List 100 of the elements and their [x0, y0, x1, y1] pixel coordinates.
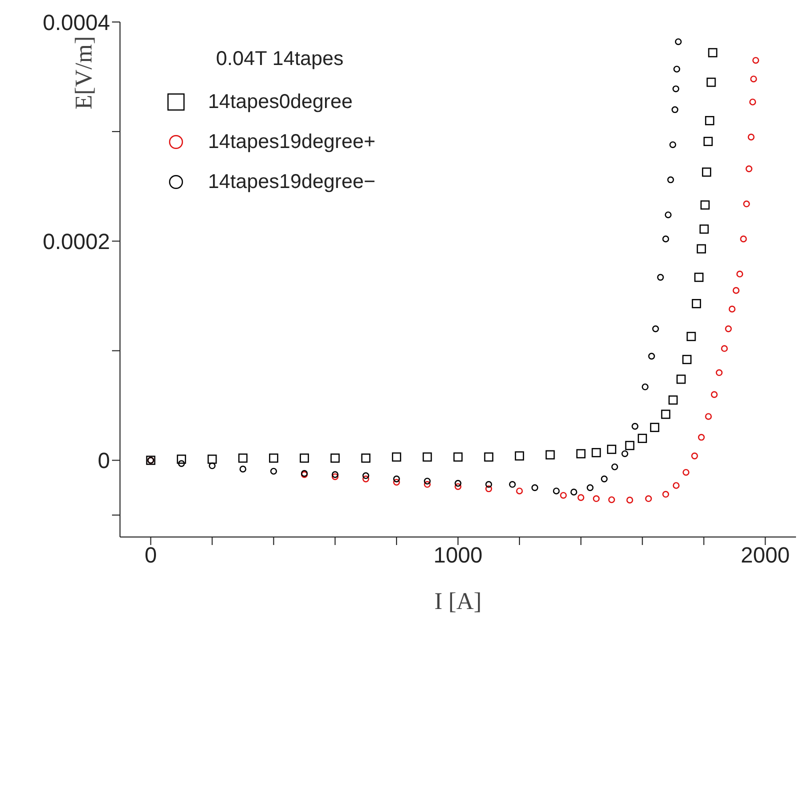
point	[694, 272, 704, 282]
point	[682, 354, 692, 364]
point	[743, 200, 750, 208]
point	[667, 176, 674, 184]
point	[300, 454, 309, 463]
point	[725, 325, 732, 332]
point	[626, 496, 634, 504]
point	[607, 444, 616, 454]
point	[552, 488, 560, 494]
point	[728, 306, 736, 312]
point	[702, 168, 712, 177]
point	[700, 224, 709, 234]
point	[672, 482, 680, 489]
point	[750, 76, 757, 82]
point	[332, 473, 338, 480]
point	[705, 413, 712, 420]
point	[330, 454, 340, 463]
point	[625, 440, 634, 450]
point	[208, 454, 217, 464]
point	[600, 476, 608, 482]
point	[578, 494, 584, 501]
point	[546, 450, 555, 460]
point	[611, 463, 618, 470]
point	[752, 56, 760, 64]
point	[560, 492, 567, 499]
point	[686, 332, 696, 342]
point	[454, 483, 462, 490]
point	[721, 345, 728, 352]
point	[672, 106, 678, 114]
point	[673, 66, 680, 73]
legend-title: 0.04T 14tapes	[216, 48, 345, 71]
point	[508, 481, 516, 488]
point	[516, 488, 523, 494]
point	[393, 478, 400, 486]
legend-label: 14tapes19degree−	[208, 170, 376, 194]
point	[362, 472, 370, 480]
point	[662, 490, 670, 498]
point	[484, 452, 494, 462]
point	[485, 481, 492, 488]
x-tick-label: 2000	[740, 542, 790, 568]
point	[240, 466, 246, 472]
point	[514, 451, 524, 461]
point	[732, 287, 740, 294]
point	[454, 480, 462, 487]
point	[642, 383, 649, 390]
point	[485, 485, 492, 492]
point	[691, 452, 698, 460]
y-tick-label: 0.0004	[42, 10, 110, 35]
point	[710, 391, 718, 398]
point	[332, 471, 338, 478]
point	[362, 476, 370, 482]
point	[592, 448, 601, 458]
point	[648, 352, 655, 360]
x-tick-label: 1000	[434, 542, 482, 568]
legend-label: 14tapes19degree+	[208, 130, 376, 154]
point	[424, 478, 431, 485]
point	[392, 452, 402, 462]
point	[662, 236, 670, 242]
legend-label: 14tapes0degree	[208, 90, 353, 114]
point	[706, 78, 716, 87]
point	[178, 460, 185, 467]
point	[700, 200, 710, 210]
point	[608, 496, 616, 504]
point	[586, 484, 594, 492]
point	[746, 165, 752, 172]
point	[208, 462, 216, 470]
point	[704, 136, 713, 146]
point	[672, 85, 680, 92]
point	[664, 211, 672, 218]
point	[361, 454, 370, 463]
point	[657, 274, 664, 281]
y-tick-label: 0	[98, 448, 110, 474]
point	[749, 98, 756, 106]
point	[453, 452, 463, 462]
point	[424, 481, 431, 488]
y-axis-title: E[V/m]	[72, 36, 98, 110]
point	[632, 422, 638, 430]
point	[576, 449, 586, 458]
point	[652, 325, 659, 332]
point	[661, 410, 670, 419]
point	[674, 38, 682, 46]
point	[270, 468, 278, 475]
x-axis-title: I [A]	[434, 589, 482, 615]
point	[393, 476, 400, 482]
point	[716, 369, 723, 376]
point	[176, 454, 186, 464]
point	[645, 495, 652, 502]
point	[570, 488, 578, 496]
y-tick-label: 0.0002	[42, 228, 110, 254]
point	[705, 116, 714, 126]
point	[638, 434, 647, 443]
point	[698, 434, 705, 441]
point	[238, 454, 248, 463]
point	[531, 484, 538, 492]
point	[740, 236, 747, 242]
point	[269, 454, 278, 463]
point	[668, 395, 678, 405]
point	[682, 468, 690, 476]
point	[692, 299, 702, 308]
point	[650, 422, 660, 432]
